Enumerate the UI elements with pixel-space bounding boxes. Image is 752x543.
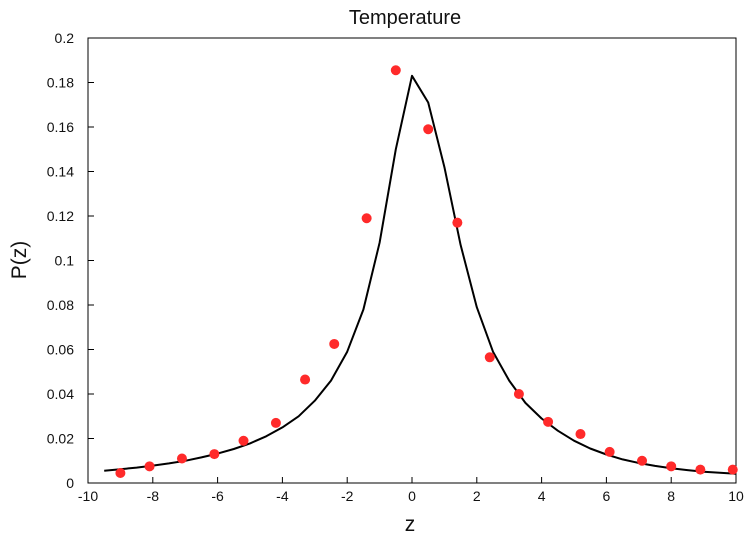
x-tick-label: 6 <box>603 488 611 504</box>
x-tick-label: 0 <box>408 488 416 504</box>
data-point <box>423 124 434 135</box>
data-point <box>452 217 463 228</box>
y-tick-label: 0 <box>66 475 74 491</box>
x-tick-label: 4 <box>538 488 546 504</box>
data-point <box>115 467 126 478</box>
x-tick-label: -10 <box>78 488 98 504</box>
x-tick-label: 2 <box>473 488 481 504</box>
data-point <box>176 453 187 464</box>
data-point <box>144 461 155 472</box>
chart-title: Temperature <box>349 7 461 29</box>
y-tick-label: 0.2 <box>55 30 75 46</box>
y-tick-label: 0.08 <box>47 297 74 313</box>
fit-curve-group <box>104 74 737 475</box>
x-tick-label: -2 <box>341 488 354 504</box>
data-point <box>390 65 401 76</box>
y-tick-label: 0.1 <box>55 253 75 269</box>
data-point <box>695 464 706 475</box>
y-tick-label: 0.14 <box>47 164 74 180</box>
y-tick-label: 0.16 <box>47 119 74 135</box>
y-axis-label: P(z) <box>8 241 31 280</box>
data-point <box>300 374 311 385</box>
data-points-group <box>115 65 738 478</box>
y-tick-label: 0.18 <box>47 75 74 91</box>
y-axis: 0 0.02 0.04 0.06 0.08 0.1 0.12 0.14 0.16 0.18 0.2 <box>47 30 94 491</box>
data-point <box>270 417 281 428</box>
data-point <box>543 416 554 427</box>
data-point <box>637 455 648 466</box>
fit-curve <box>104 74 737 475</box>
x-tick-label: -8 <box>147 488 160 504</box>
x-tick-label: -6 <box>211 488 224 504</box>
data-point <box>238 435 249 446</box>
data-point <box>513 389 524 399</box>
data-point <box>209 449 220 460</box>
y-tick-label: 0.06 <box>47 342 74 358</box>
data-point <box>727 464 738 475</box>
data-point <box>575 429 586 440</box>
y-tick-label: 0.04 <box>47 386 74 402</box>
y-tick-label: 0.12 <box>47 208 74 224</box>
data-point <box>604 446 615 457</box>
x-tick-label: -4 <box>276 488 289 504</box>
data-point <box>666 461 677 472</box>
x-tick-label: 8 <box>667 488 675 504</box>
y-tick-label: 0.02 <box>47 431 74 447</box>
data-point <box>484 352 495 363</box>
x-axis: -10 -8 -6 -4 -2 0 2 4 6 8 10 <box>78 477 744 504</box>
data-point <box>361 213 372 224</box>
x-axis-label: z <box>405 513 416 536</box>
x-tick-label: 10 <box>728 488 744 504</box>
data-point <box>329 338 340 349</box>
plot-frame <box>87 37 737 484</box>
